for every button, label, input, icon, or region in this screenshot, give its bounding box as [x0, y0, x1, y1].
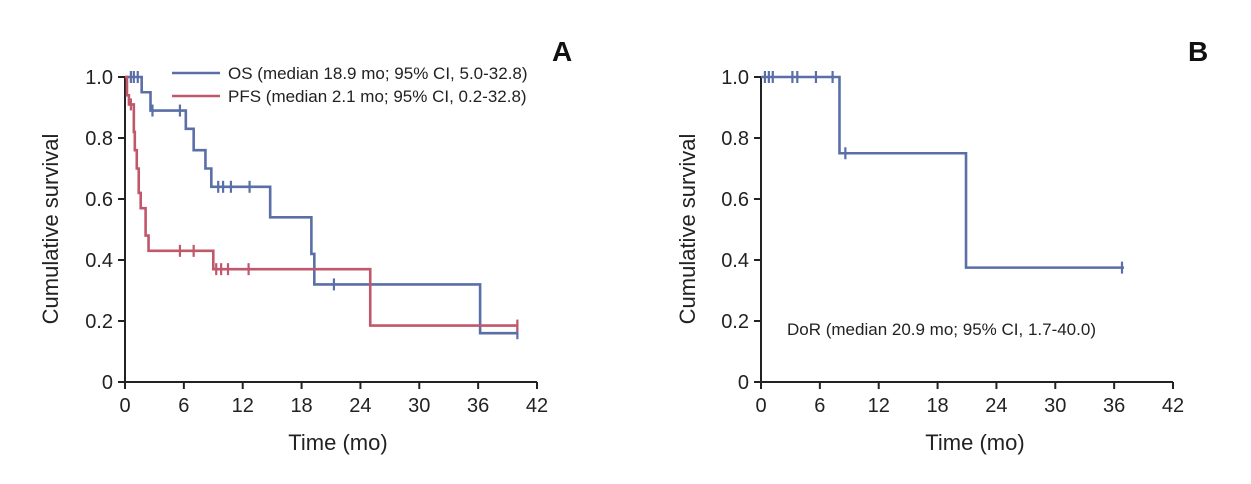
- panel-b-label: B: [1188, 36, 1208, 67]
- panel-a-legend-label-1: PFS (median 2.1 mo; 95% CI, 0.2-32.8): [228, 87, 527, 106]
- panel-b-x-tick-label: 12: [868, 395, 890, 417]
- panel-a-x-tick-label: 42: [526, 395, 548, 417]
- panel-b-curves: [761, 71, 1124, 274]
- panel-a-y-tick-label: 0: [102, 372, 113, 394]
- panel-a-y-tick-label: 0.6: [85, 189, 113, 211]
- panel-a-axes: 0 6 12 18 24 30 36 42 0 0.2 0.4 0.6 0.8 1.0: [85, 67, 548, 417]
- panel-b-x-tick-label: 0: [755, 395, 766, 417]
- panel-b-x-tick-label: 24: [985, 395, 1007, 417]
- panel-b-x-tick-label: 18: [926, 395, 948, 417]
- panel-a-y-tick-label: 0.4: [85, 250, 113, 272]
- panel-a-y-tick-label: 0.8: [85, 128, 113, 150]
- panel-a-x-tick-label: 0: [119, 395, 130, 417]
- panel-b-x-tick-label: 30: [1044, 395, 1066, 417]
- panel-a-x-tick-label: 36: [467, 395, 489, 417]
- panel-b-x-tick-label: 42: [1162, 395, 1184, 417]
- panel-a-legend: OS (median 18.9 mo; 95% CI, 5.0-32.8) PFS…: [172, 64, 528, 106]
- panel-b-x-tick-label: 36: [1103, 395, 1125, 417]
- panel-b-series-0-curve: [761, 75, 1124, 269]
- panel-a-x-tick-label: 6: [178, 395, 189, 417]
- panel-a: A Cumulative survival Time (mo) 0 6 12 18 24…: [38, 36, 572, 455]
- panel-a-ylabel: Cumulative survival: [38, 134, 63, 325]
- panel-a-x-tick-label: 24: [349, 395, 371, 417]
- panel-a-x-tick-label: 30: [408, 395, 430, 417]
- panel-b-xlabel: Time (mo): [925, 430, 1024, 455]
- panel-a-xlabel: Time (mo): [288, 430, 387, 455]
- panel-b-ylabel: Cumulative survival: [675, 134, 700, 325]
- panel-a-y-tick-label: 1.0: [85, 67, 113, 89]
- panel-b-y-tick-label: 0.8: [721, 128, 749, 150]
- panel-a-x-tick-label: 18: [290, 395, 312, 417]
- panel-b: B Cumulative survival Time (mo) DoR (med…: [675, 36, 1208, 455]
- panel-a-legend-label-0: OS (median 18.9 mo; 95% CI, 5.0-32.8): [228, 64, 528, 83]
- panel-b-y-tick-label: 0.6: [721, 189, 749, 211]
- panel-a-series-1-curve: [125, 75, 518, 327]
- panel-a-series-0-curve: [125, 75, 518, 335]
- panel-b-x-tick-label: 6: [814, 395, 825, 417]
- panel-b-y-tick-label: 0.4: [721, 250, 749, 272]
- panel-b-y-tick-label: 0.2: [721, 311, 749, 333]
- panel-a-label: A: [552, 36, 572, 67]
- panel-b-annotation: DoR (median 20.9 mo; 95% CI, 1.7-40.0): [787, 320, 1096, 339]
- panel-a-x-tick-label: 12: [232, 395, 254, 417]
- panel-b-axes: 0 6 12 18 24 30 36 42 0 0.2 0.4 0.6 0.8 1.0: [721, 67, 1184, 417]
- panel-b-y-tick-label: 1.0: [721, 67, 749, 89]
- panel-a-y-tick-label: 0.2: [85, 311, 113, 333]
- panel-a-curves: [125, 71, 519, 340]
- panel-b-y-tick-label: 0: [738, 372, 749, 394]
